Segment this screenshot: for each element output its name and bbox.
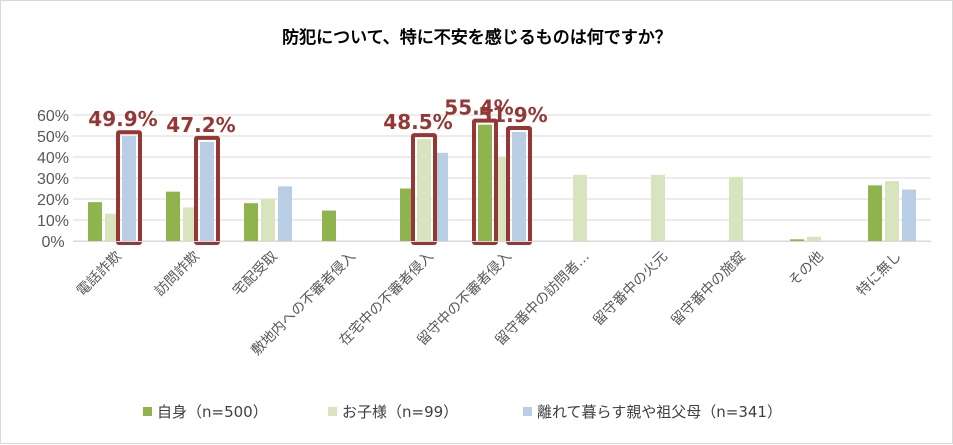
bar — [790, 239, 804, 241]
y-tick-label: 40% — [37, 150, 69, 167]
highlight-boxes — [116, 118, 532, 246]
bar — [166, 191, 180, 241]
x-tick-label: 留守番中の施錠 — [668, 249, 749, 330]
y-tick-label: 20% — [37, 192, 69, 209]
x-tick-label: 留守番中の火元 — [590, 249, 671, 330]
bar — [200, 141, 214, 241]
callout-label: 47.2% — [166, 113, 235, 137]
bars — [88, 124, 916, 241]
callout-labels: 49.9% 47.2% 48.5%55.4%51.9% — [88, 96, 547, 137]
bar — [885, 181, 899, 241]
y-axis: 0% 10% 20% 30% 40% 50% 60% — [37, 108, 69, 251]
callout-label: 55.4% — [444, 96, 513, 120]
bar — [105, 213, 119, 241]
x-tick-label: 訪問詐欺 — [152, 249, 203, 300]
y-tick-label: 10% — [37, 213, 69, 230]
bar — [478, 124, 492, 241]
bar — [261, 199, 275, 241]
x-tick-label: 特に無し — [854, 249, 905, 300]
bar — [573, 174, 587, 241]
highlight-box — [194, 135, 220, 246]
x-axis: 電話詐欺 訪問詐欺 宅配受取敷地内への不審者侵入在宅中の不審者侵入留守中の不審者侵入… — [73, 241, 931, 359]
x-tick-label: 電話詐欺 — [73, 248, 125, 300]
bar — [512, 132, 526, 241]
bar — [807, 236, 821, 241]
bar — [417, 139, 431, 241]
bar — [278, 186, 292, 241]
bar — [322, 210, 336, 241]
y-tick-label: 0% — [41, 234, 64, 251]
highlight-box — [116, 130, 142, 246]
x-tick-label: その他 — [786, 249, 827, 290]
bar — [651, 174, 665, 241]
highlight-box — [411, 133, 437, 245]
legend-swatch — [143, 407, 152, 416]
legend-swatch — [523, 407, 532, 416]
bar — [400, 188, 414, 241]
bar — [434, 152, 448, 241]
bar — [902, 189, 916, 241]
y-tick-label: 60% — [37, 108, 69, 125]
y-tick-label: 30% — [37, 171, 69, 188]
callout-label: 51.9% — [478, 103, 547, 127]
highlight-box — [506, 126, 532, 245]
callout-label: 48.5% — [383, 110, 452, 134]
bar — [244, 203, 258, 241]
highlight-box — [472, 118, 498, 245]
y-tick-label: 50% — [37, 129, 69, 146]
legend-label: お子様（n=99） — [342, 403, 458, 421]
legend-label: 離れて暮らす親や祖父母（n=341） — [537, 403, 782, 421]
bar — [88, 202, 102, 241]
callout-label: 49.9% — [88, 107, 157, 131]
bar — [122, 136, 136, 241]
bar — [729, 176, 743, 241]
legend: 自身（n=500） お子様（n=99） 離れて暮らす親や祖父母（n=341） — [143, 403, 782, 421]
x-tick-label: 宅配受取 — [230, 249, 281, 300]
bar — [495, 157, 509, 241]
legend-label: 自身（n=500） — [157, 403, 268, 421]
bar — [868, 185, 882, 241]
bar — [183, 207, 197, 241]
legend-swatch — [328, 407, 337, 416]
chart-title: 防犯について、特に不安を感じるものは何ですか？ — [282, 27, 672, 48]
